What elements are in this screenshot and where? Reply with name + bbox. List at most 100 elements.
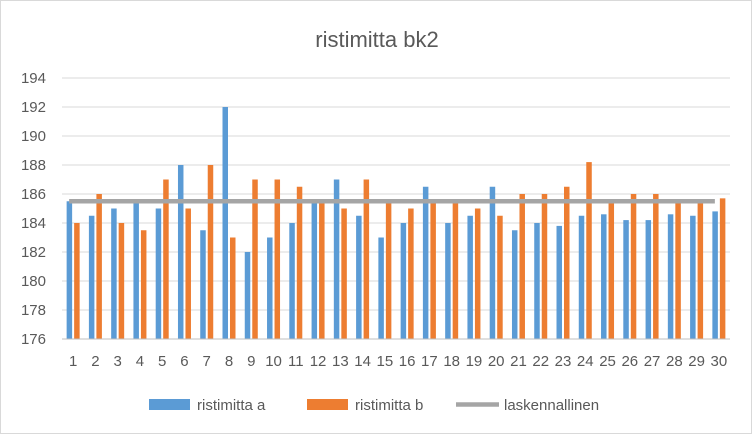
bar-ristimitta-a: [601, 214, 607, 339]
x-tick-label: 6: [180, 353, 188, 370]
bar-ristimitta-b: [163, 179, 169, 339]
x-tick-label: 4: [136, 353, 144, 370]
legend: ristimitta a ristimitta b laskennallinen: [149, 397, 599, 414]
bar-ristimitta-b: [497, 215, 503, 339]
y-tick-label: 178: [21, 302, 46, 319]
x-tick-label: 15: [377, 353, 394, 370]
bar-ristimitta-b: [96, 194, 102, 339]
y-tick-label: 182: [21, 244, 46, 261]
y-tick-label: 190: [21, 128, 46, 145]
bar-ristimitta-b: [719, 198, 726, 339]
bar-ristimitta-b: [408, 208, 414, 339]
x-tick-label: 18: [443, 353, 460, 370]
x-tick-label: 26: [621, 353, 638, 370]
bar-ristimitta-a: [155, 208, 162, 339]
x-tick-label: 27: [644, 353, 661, 370]
legend-label: laskennallinen: [504, 397, 599, 414]
x-tick-label: 9: [247, 353, 255, 370]
bar-ristimitta-b: [385, 201, 392, 339]
y-axis-ticks: 176 178 180 182 184 186 188 190 192 194: [21, 70, 46, 348]
bar-ristimitta-b: [319, 201, 325, 339]
bar-ristimitta-a: [333, 179, 340, 339]
bar-ristimitta-a: [111, 208, 117, 339]
x-tick-label: 16: [399, 353, 416, 370]
x-tick-label: 19: [466, 353, 483, 370]
bar-ristimitta-a: [200, 230, 206, 339]
legend-swatch: [149, 399, 190, 410]
x-tick-label: 25: [599, 353, 616, 370]
legend-swatch: [307, 399, 348, 410]
bar-ristimitta-a: [489, 186, 496, 339]
bar-ristimitta-b: [363, 179, 370, 339]
bar-ristimitta-a: [267, 237, 273, 339]
bar-ristimitta-b: [341, 208, 347, 339]
bar-ristimitta-a: [133, 201, 139, 339]
x-tick-label: 20: [488, 353, 505, 370]
bar-ristimitta-a: [511, 230, 518, 339]
bar-ristimitta-b: [230, 237, 236, 339]
y-tick-label: 186: [21, 186, 46, 203]
bar-ristimitta-a: [712, 211, 718, 339]
bar-ristimitta-a: [356, 215, 362, 339]
bar-ristimitta-a: [244, 252, 251, 339]
bar-ristimitta-b: [430, 201, 436, 339]
bar-ristimitta-a: [400, 223, 407, 339]
bar-ristimitta-b: [541, 194, 548, 339]
bar-ristimitta-a: [445, 223, 451, 339]
bar-ristimitta-b: [274, 179, 281, 339]
x-tick-label: 12: [310, 353, 327, 370]
bar-ristimitta-b: [630, 194, 637, 339]
bars: [66, 107, 726, 339]
bar-ristimitta-a: [378, 237, 384, 339]
chart-title: ristimitta bk2: [315, 27, 438, 52]
x-tick-label: 24: [577, 353, 594, 370]
bar-ristimitta-a: [422, 186, 429, 339]
gridlines: [62, 77, 730, 311]
bar-ristimitta-a: [623, 220, 629, 339]
bar-ristimitta-a: [556, 225, 562, 339]
y-tick-label: 180: [21, 273, 46, 290]
x-tick-label: 10: [265, 353, 282, 370]
bar-ristimitta-b: [452, 201, 459, 339]
x-tick-label: 8: [225, 353, 233, 370]
bar-ristimitta-b: [252, 179, 258, 339]
bar-ristimitta-a: [667, 214, 674, 339]
bar-ristimitta-a: [66, 201, 73, 339]
bar-ristimitta-b: [296, 186, 303, 339]
x-tick-label: 1: [69, 353, 77, 370]
x-tick-label: 29: [688, 353, 705, 370]
bar-ristimitta-b: [519, 194, 525, 339]
x-tick-label: 7: [203, 353, 211, 370]
bar-ristimitta-a: [222, 107, 228, 339]
x-tick-label: 5: [158, 353, 166, 370]
y-tick-label: 188: [21, 157, 46, 174]
x-tick-label: 13: [332, 353, 349, 370]
bar-ristimitta-b: [118, 223, 125, 339]
y-tick-label: 176: [21, 331, 46, 348]
bar-ristimitta-a: [311, 201, 318, 339]
bar-ristimitta-a: [289, 223, 295, 339]
bar-ristimitta-a: [578, 215, 585, 339]
bar-ristimitta-b: [74, 223, 80, 339]
y-tick-label: 184: [21, 215, 46, 232]
bar-ristimitta-a: [467, 215, 473, 339]
x-axis: 1 2 3 4 5 6 7 8 9 10 11 12 13 14 15 16 17 18 19 20 21 22 23 24 2…: [62, 338, 730, 370]
bar-ristimitta-b: [474, 208, 481, 339]
bar-ristimitta-a: [645, 220, 652, 339]
x-tick-label: 2: [91, 353, 99, 370]
x-tick-label: 23: [555, 353, 572, 370]
bar-ristimitta-a: [177, 165, 184, 339]
bar-ristimitta-b: [675, 201, 681, 339]
x-tick-label: 3: [113, 353, 121, 370]
bar-ristimitta-a: [690, 215, 696, 339]
x-tick-label: 28: [666, 353, 683, 370]
bar-ristimitta-b: [586, 162, 592, 339]
legend-label: ristimitta a: [197, 397, 266, 414]
bar-ristimitta-b: [140, 230, 147, 339]
bar-ristimitta-a: [534, 223, 540, 339]
bar-ristimitta-b: [608, 201, 615, 339]
y-tick-label: 194: [21, 70, 46, 87]
x-tick-label: 14: [354, 353, 371, 370]
